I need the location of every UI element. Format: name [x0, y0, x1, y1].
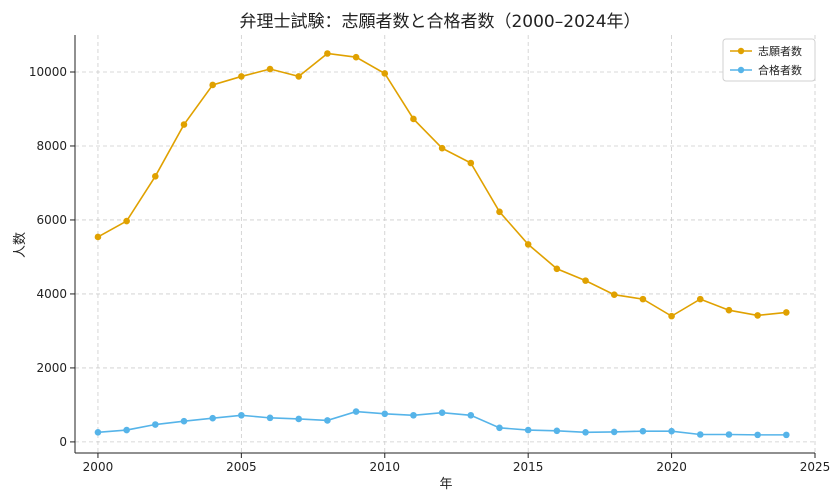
series-0-point — [324, 50, 331, 57]
x-tick-label: 2000 — [83, 460, 114, 474]
series-0-point — [180, 121, 188, 128]
series-1-point — [295, 415, 303, 423]
series-1-point — [94, 428, 102, 436]
series-1-point — [668, 427, 675, 435]
series-0-point — [94, 233, 102, 241]
x-axis-label: 年 — [439, 477, 452, 492]
y-axis-label: 人数 — [13, 232, 28, 258]
x-tick-label: 2020 — [656, 460, 687, 474]
series-0-point — [410, 115, 417, 123]
y-tick-label: 2000 — [36, 361, 67, 375]
legend-label: 志願者数 — [758, 45, 802, 58]
series-0-point — [553, 265, 561, 273]
legend-label: 合格者数 — [758, 63, 802, 77]
series-0-point — [152, 173, 159, 180]
series-0-point — [266, 65, 274, 73]
series-0-point — [123, 217, 130, 225]
series-0-point — [725, 306, 733, 314]
series-0-point — [238, 73, 245, 80]
series-0-point — [381, 70, 389, 77]
x-tick-label: 2005 — [226, 460, 257, 474]
x-tick-label: 2015 — [513, 460, 544, 474]
series-1-point — [381, 410, 389, 418]
series-0-point — [610, 291, 618, 298]
series-1-point — [123, 426, 130, 434]
x-tick-label: 2025 — [800, 460, 831, 474]
y-tick-label: 0 — [59, 435, 67, 449]
series-0-point — [438, 144, 446, 152]
legend-swatch-marker — [737, 66, 745, 74]
series-1-point — [410, 411, 417, 419]
series-1-point — [467, 411, 475, 419]
series-1-point — [696, 431, 704, 438]
series-0-point — [783, 309, 790, 316]
series-line-0 — [97, 52, 787, 318]
series-0-point — [668, 312, 675, 320]
chart-title: 弁理士試験：志願者数と合格者数（2000–2024年） — [239, 12, 640, 32]
series-1-point — [524, 426, 532, 434]
series-1-point — [266, 414, 274, 422]
grid-layer — [75, 35, 816, 453]
series-1-point — [352, 408, 360, 415]
series-1-point — [438, 409, 446, 416]
series-1-point — [209, 414, 216, 422]
series-1-point — [553, 427, 561, 435]
series-1-point — [324, 417, 331, 424]
series-0-point — [467, 159, 475, 167]
series-1-point — [496, 424, 503, 432]
series-1-point — [725, 431, 733, 438]
series-0-point — [582, 277, 589, 284]
series-1-point — [610, 428, 618, 436]
series-1-point — [639, 427, 647, 435]
y-tick-label: 10000 — [29, 65, 67, 79]
series-0-point — [696, 295, 704, 303]
axes-layer: 2000 2005 2010 2015 2020 2025 0 2000 4000 6000 800… — [29, 35, 830, 474]
series-1-point — [783, 431, 790, 439]
series-0-point — [295, 73, 303, 80]
series-0-point — [209, 81, 216, 89]
series-0-point — [524, 241, 532, 248]
series-1-point — [180, 417, 188, 425]
series-layer — [94, 50, 790, 439]
series-1-point — [238, 411, 245, 419]
y-tick-label: 4000 — [36, 287, 67, 301]
series-1-point — [754, 431, 761, 439]
series-0-point — [754, 312, 761, 319]
series-0-point — [352, 53, 360, 61]
series-0-point — [496, 208, 503, 216]
series-1-point — [582, 428, 589, 436]
x-tick-label: 2010 — [369, 460, 400, 474]
y-tick-label: 6000 — [36, 213, 67, 227]
series-0-point — [639, 295, 647, 303]
legend-swatch-marker — [737, 47, 745, 55]
y-tick-label: 8000 — [36, 139, 67, 153]
series-1-point — [152, 421, 159, 428]
